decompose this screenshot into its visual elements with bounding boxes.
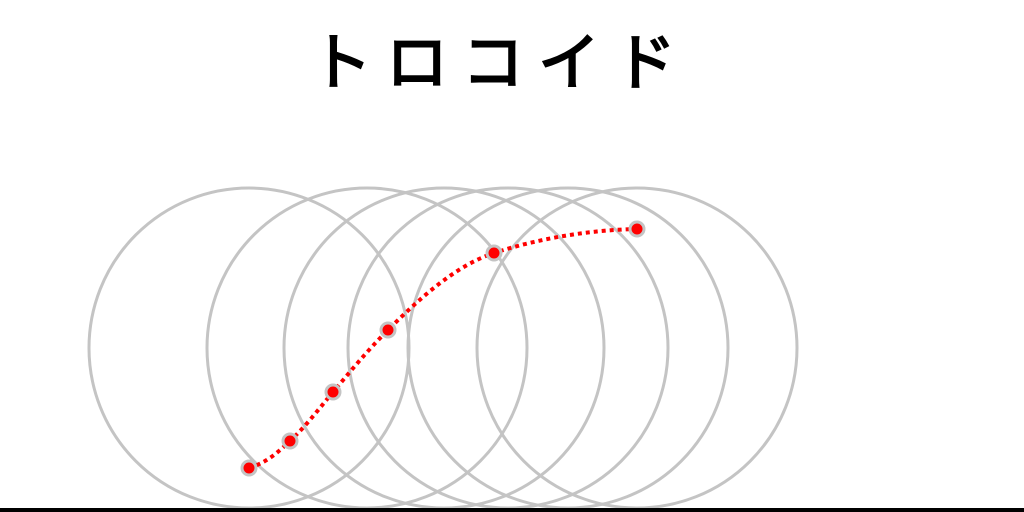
circle xyxy=(346,186,670,510)
circle xyxy=(406,186,730,510)
point xyxy=(324,383,342,401)
title: トロコイド xyxy=(310,26,690,99)
circle xyxy=(205,186,529,510)
point xyxy=(240,459,258,477)
rolling-circles xyxy=(87,186,799,510)
point xyxy=(379,321,397,339)
trace-points xyxy=(240,220,646,477)
point xyxy=(628,220,646,238)
point xyxy=(485,244,503,262)
point xyxy=(281,432,299,450)
